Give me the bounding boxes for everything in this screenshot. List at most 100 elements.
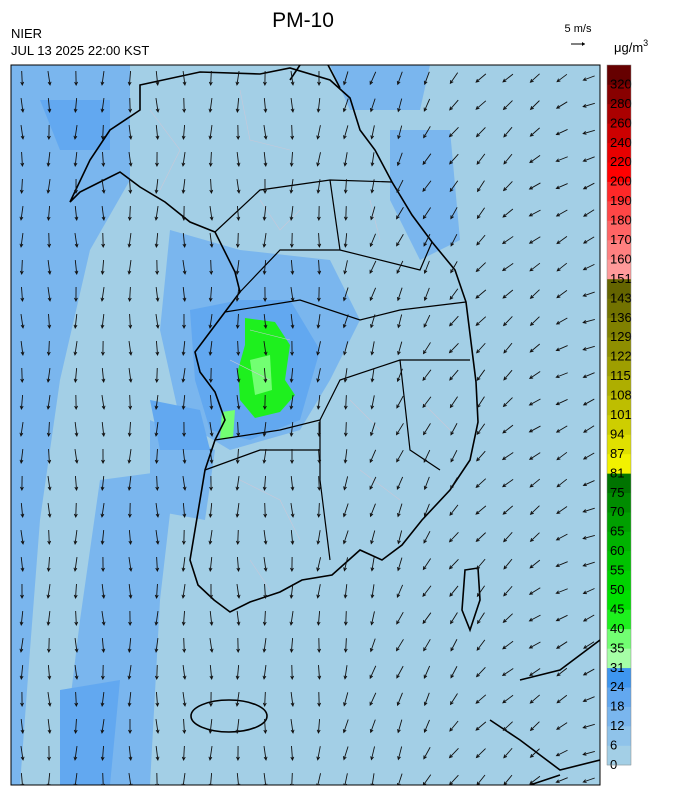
wind-arrow — [127, 286, 132, 302]
wind-arrow — [475, 667, 486, 678]
wind-arrow — [46, 151, 51, 167]
wind-arrow — [155, 340, 160, 356]
wind-arrow — [46, 610, 51, 626]
wind-arrow — [422, 153, 432, 166]
wind-arrow — [208, 718, 213, 734]
wind-arrow — [423, 126, 431, 139]
wind-arrow — [236, 151, 241, 167]
wind-arrow — [263, 286, 267, 303]
wind-arrow — [582, 236, 595, 244]
wind-arrow — [343, 584, 348, 599]
wind-arrow — [475, 316, 487, 326]
colorbar-label: 108 — [610, 388, 632, 403]
colorbar-segment — [607, 745, 631, 766]
wind-arrow — [556, 667, 568, 677]
wind-arrow — [209, 233, 214, 248]
wind-arrow — [556, 290, 568, 299]
wind-arrow — [290, 503, 295, 518]
wind-arrow — [100, 503, 105, 518]
colorbar-label: 45 — [610, 601, 624, 616]
wind-arrow — [501, 668, 514, 677]
wind-arrow — [475, 73, 487, 83]
wind-arrow — [155, 503, 160, 518]
wind-arrow — [73, 125, 78, 140]
wind-arrow — [316, 557, 321, 572]
wind-arrow — [476, 585, 485, 598]
wind-arrow — [208, 314, 213, 329]
wind-arrow — [209, 583, 213, 600]
wind-arrow — [502, 478, 514, 488]
wind-arrow — [46, 584, 51, 599]
wind-arrow — [476, 234, 486, 246]
province-borders — [204, 179, 470, 561]
colorbar-segment — [607, 473, 631, 494]
wind-arrow — [19, 422, 24, 437]
wind-arrow — [290, 287, 295, 302]
wind-arrow — [423, 233, 431, 247]
wind-arrow — [343, 611, 348, 626]
wind-arrow — [263, 341, 268, 356]
wind-arrow — [317, 233, 322, 248]
wind-arrow — [528, 209, 541, 217]
wind-arrow — [100, 124, 105, 140]
wind-arrow — [208, 151, 213, 167]
wind-arrow — [263, 97, 268, 113]
wind-arrow — [128, 610, 132, 627]
wind-arrow — [317, 449, 322, 464]
wind-arrow — [529, 694, 540, 704]
wind-arrow — [502, 73, 514, 83]
wind-arrow — [47, 664, 52, 680]
wind-arrow — [236, 395, 241, 410]
wind-arrow — [503, 747, 513, 759]
wind-arrow — [47, 97, 52, 113]
colorbar-segment — [607, 220, 631, 241]
wind-arrow — [555, 209, 568, 217]
wind-arrow — [263, 502, 268, 518]
wind-arrow — [182, 97, 187, 114]
timestamp: JUL 13 2025 22:00 KST — [11, 43, 149, 58]
colorbar-segment — [607, 65, 631, 85]
wind-arrow — [475, 262, 486, 273]
wind-arrow — [397, 557, 403, 572]
colorbar-segment — [607, 492, 631, 513]
wind-arrow — [47, 718, 52, 734]
wind-arrow — [181, 584, 186, 599]
colorbar-segment — [607, 240, 631, 260]
wind-arrow — [423, 476, 430, 491]
wind-arrow — [263, 718, 268, 734]
colorbar-label: 87 — [610, 446, 624, 461]
wind-arrow — [74, 233, 79, 248]
wind-arrow — [236, 421, 241, 437]
wind-arrow — [343, 449, 348, 464]
map-frame — [10, 64, 601, 786]
colorbar-segment — [607, 726, 631, 746]
wind-arrow — [503, 532, 513, 543]
wind-arrow — [370, 341, 375, 356]
wind-arrow — [262, 394, 267, 411]
wind-arrow — [502, 289, 514, 299]
wind-arrow — [370, 395, 375, 410]
wind-arrow — [343, 341, 349, 356]
wind-arrow — [529, 127, 540, 137]
wind-arrow — [316, 98, 321, 113]
wind-arrow — [528, 425, 541, 433]
wind-arrow — [450, 207, 458, 220]
wind-arrow — [182, 476, 187, 491]
wind-arrow — [396, 611, 404, 625]
wind-arrow — [47, 745, 51, 762]
wind-arrow — [316, 314, 321, 329]
wind-arrow — [582, 480, 595, 487]
wind-arrow — [47, 448, 52, 464]
colorbar-segment — [607, 453, 631, 474]
wind-arrow — [397, 746, 403, 761]
wind-arrow — [20, 70, 25, 86]
wind-arrow — [262, 475, 267, 491]
wind-arrow — [73, 583, 78, 599]
wind-arrow — [208, 502, 213, 518]
wind-arrow — [423, 287, 430, 302]
wind-arrow — [127, 70, 132, 86]
wind-arrow — [475, 532, 486, 543]
wind-arrow — [155, 151, 159, 168]
wind-arrow — [236, 179, 241, 194]
colorbar-segment — [607, 356, 631, 377]
